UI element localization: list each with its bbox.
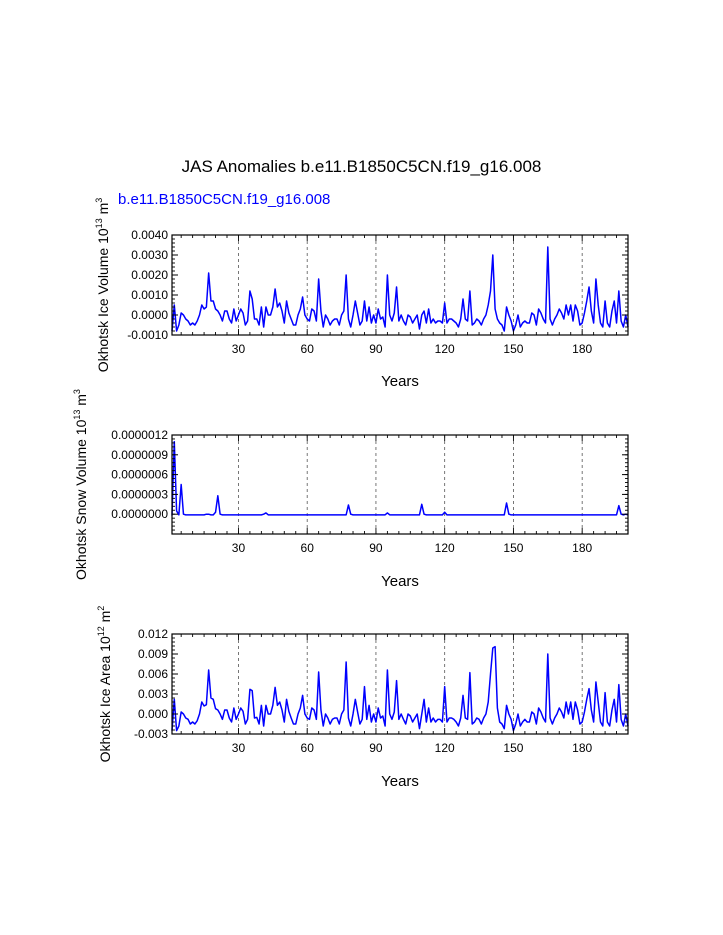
x-tick-label: 150 <box>503 541 523 555</box>
y-label-exponent: 13 <box>72 410 82 420</box>
x-tick-label: 150 <box>503 342 523 356</box>
y-tick-label: 0.009 <box>138 647 168 661</box>
y-tick-label: 0.006 <box>138 667 168 681</box>
y-label-exponent: 3 <box>94 198 104 203</box>
y-tick-label: 0.000 <box>138 707 168 721</box>
x-tick-label: 30 <box>232 541 246 555</box>
y-tick-label: 0.0000003 <box>111 487 168 501</box>
y-label-text: Okhotsk Snow Volume 10 <box>73 419 89 580</box>
x-axis-label: Years <box>381 373 419 390</box>
x-tick-label: 150 <box>503 741 523 755</box>
y-label-exponent: 12 <box>96 626 106 636</box>
series-line <box>171 246 629 332</box>
panel-3: 30 60 90 120 150 180 -0.003 0.000 0.003 0.006 0.00… <box>96 606 629 790</box>
y-tick-label: 0.003 <box>138 687 168 701</box>
x-axis-label: Years <box>381 773 419 790</box>
x-tick-label: 30 <box>232 741 246 755</box>
x-tick-label: 60 <box>301 741 315 755</box>
panel-2: 30 60 90 120 150 180 0.0000000 0.0000003 0.00000… <box>72 389 629 590</box>
series-line <box>171 645 629 732</box>
plot-frame <box>171 234 629 336</box>
x-tick-label: 120 <box>435 342 455 356</box>
x-tick-label: 90 <box>369 342 383 356</box>
y-label-exponent: 3 <box>72 389 82 394</box>
y-label-exponent: 2 <box>96 606 106 611</box>
y-tick-label: 0.012 <box>138 627 168 641</box>
x-tick-label: 120 <box>435 541 455 555</box>
y-tick-label: 0.0000012 <box>111 428 168 442</box>
y-label-text: Okhotsk Ice Volume 10 <box>95 228 111 372</box>
y-axis-label: Okhotsk Ice Volume 1013 m3 <box>94 198 111 373</box>
y-tick-label: -0.0010 <box>127 328 168 342</box>
plot-frame <box>171 434 629 535</box>
y-label-text: m <box>97 611 113 627</box>
x-tick-label: 60 <box>301 541 315 555</box>
y-tick-label: 0.0000006 <box>111 468 168 482</box>
y-axis-label: Okhotsk Snow Volume 1013 m3 <box>72 389 89 580</box>
y-tick-label: 0.0000009 <box>111 448 168 462</box>
y-tick-label: 0.0000 <box>131 308 168 322</box>
x-tick-label: 180 <box>572 741 592 755</box>
x-axis-label: Years <box>381 573 419 590</box>
x-tick-label: 180 <box>572 541 592 555</box>
y-tick-label: -0.003 <box>134 727 168 741</box>
y-axis-label: Okhotsk Ice Area 1012 m2 <box>96 606 113 763</box>
chart-panels: 30 60 90 120 150 180 -0.0010 0.0000 0.0010 0.0020… <box>72 198 629 790</box>
y-label-text: m <box>73 394 89 410</box>
y-tick-label: 0.0030 <box>131 248 168 262</box>
x-tick-label: 90 <box>369 541 383 555</box>
y-tick-label: 0.0020 <box>131 268 168 282</box>
x-tick-label: 30 <box>232 342 246 356</box>
y-label-exponent: 13 <box>94 218 104 228</box>
plot-frame <box>171 633 629 735</box>
chart-title: JAS Anomalies b.e11.B1850C5CN.f19_g16.00… <box>182 157 542 176</box>
x-tick-label: 60 <box>301 342 315 356</box>
panel-1: 30 60 90 120 150 180 -0.0010 0.0000 0.0010 0.0020… <box>94 198 629 390</box>
y-tick-label: 0.0010 <box>131 288 168 302</box>
x-tick-label: 120 <box>435 741 455 755</box>
series-line <box>171 440 629 516</box>
chart-subtitle: b.e11.B1850C5CN.f19_g16.008 <box>118 191 330 208</box>
y-label-text: Okhotsk Ice Area 10 <box>97 636 113 762</box>
x-tick-label: 90 <box>369 741 383 755</box>
y-label-text: m <box>95 203 111 219</box>
y-tick-label: 0.0000000 <box>111 507 168 521</box>
y-tick-label: 0.0040 <box>131 228 168 242</box>
x-tick-label: 180 <box>572 342 592 356</box>
